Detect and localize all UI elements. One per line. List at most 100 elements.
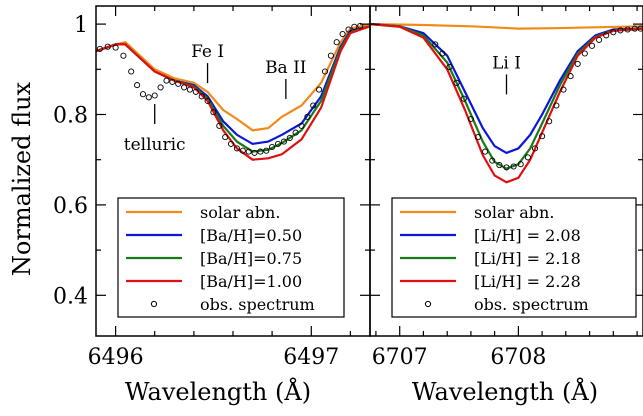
- obs-point-li: [637, 25, 643, 32]
- legend-swatch-marker: [150, 300, 158, 308]
- legend-label: [Li/H] = 2.18: [474, 249, 581, 268]
- y-axis-title: Normalized flux: [8, 81, 36, 276]
- annotation-fe-i: Fe I: [191, 42, 224, 62]
- obs-point-li: [439, 50, 446, 57]
- obs-point-ba: [222, 134, 229, 141]
- obs-point-ba: [120, 52, 127, 59]
- obs-point-li: [446, 63, 453, 71]
- annotation-ba-ii: Ba II: [265, 58, 306, 78]
- x-axis-title-li: Wavelength (Å): [412, 377, 598, 406]
- obs-point-ba: [112, 44, 119, 51]
- obs-point-li: [631, 25, 638, 32]
- obs-point-ba: [204, 97, 211, 104]
- plot-frame-li: [369, 5, 643, 337]
- obs-point-li: [539, 133, 546, 140]
- panel-ba: 6496 6497 1 0.8 0.6 0.4 Fe I Ba II telluric solar…: [53, 5, 371, 370]
- obs-point-ba: [327, 52, 334, 59]
- y-tick-label: 0.4: [53, 284, 88, 309]
- obs-point-ba: [134, 82, 141, 89]
- obs-point-ba: [292, 129, 299, 136]
- obs-point-ba: [210, 109, 217, 116]
- plot-area-ba: [96, 22, 370, 161]
- x-tick-label-li: 6708: [490, 345, 546, 370]
- obs-point-li: [531, 145, 539, 152]
- obs-point-li: [453, 79, 460, 86]
- annotation-telluric: telluric: [124, 135, 186, 155]
- x-tick-label-ba: 6497: [283, 345, 339, 370]
- obs-point-ba: [192, 88, 199, 95]
- series-line-li-2: [370, 23, 643, 170]
- obs-point-li: [474, 134, 482, 141]
- series-line-ba-0: [96, 23, 370, 132]
- obs-point-ba: [351, 23, 358, 30]
- obs-point-li: [617, 27, 624, 34]
- obs-point-ba: [227, 140, 235, 147]
- obs-point-ba: [233, 145, 240, 152]
- legend-label: obs. spectrum: [200, 295, 315, 314]
- series-line-li-3: [370, 23, 643, 184]
- series-line-li-0: [370, 23, 643, 30]
- obs-point-ba: [263, 147, 270, 154]
- legend-label: solar abn.: [474, 203, 554, 222]
- legend-swatch-marker: [424, 300, 432, 308]
- obs-point-li: [517, 161, 524, 168]
- obs-point-ba: [298, 122, 305, 129]
- obs-point-ba: [175, 80, 182, 87]
- obs-point-li: [567, 73, 574, 80]
- obs-point-ba: [257, 148, 264, 155]
- obs-point-ba: [169, 78, 176, 85]
- obs-point-ba: [345, 26, 352, 33]
- obs-point-li: [496, 162, 503, 169]
- obs-point-li: [460, 95, 467, 102]
- legend-label: [Li/H] = 2.28: [474, 272, 581, 291]
- series-line-ba-3: [96, 25, 370, 161]
- obs-point-li: [574, 60, 581, 67]
- obs-point-ba: [139, 91, 147, 98]
- obs-point-ba: [181, 84, 188, 91]
- obs-point-li: [553, 102, 560, 109]
- obs-point-li: [489, 157, 496, 164]
- legend-label: obs. spectrum: [474, 295, 589, 314]
- obs-point-ba: [145, 94, 152, 101]
- y-tick-label: 1: [74, 13, 88, 38]
- obs-point-li: [581, 50, 588, 57]
- legend-li: solar abn. [Li/H] = 2.08 [Li/H] = 2.18 [Li/…: [391, 197, 637, 318]
- obs-point-ba: [151, 92, 158, 99]
- obs-point-ba: [198, 93, 205, 100]
- legend-ba: solar abn. [Ba/H]=0.50 [Ba/H]=0.75 [Ba/H]=1…: [117, 197, 345, 318]
- panel-li: 6707 6708 Li I solar abn. [Li/H] = 2.08 [Li/H…: [369, 5, 643, 370]
- obs-point-ba: [339, 30, 346, 38]
- obs-point-ba: [280, 138, 287, 145]
- plot-area-li: [370, 23, 643, 184]
- obs-point-ba: [163, 77, 170, 84]
- legend-label: [Li/H] = 2.08: [474, 226, 581, 245]
- obs-point-ba: [104, 43, 111, 50]
- obs-point-li: [624, 26, 631, 33]
- obs-point-ba: [304, 113, 311, 120]
- obs-point-li: [610, 29, 617, 36]
- obs-point-ba: [269, 143, 276, 151]
- y-tick-label: 0.6: [53, 194, 88, 219]
- obs-point-ba: [128, 68, 135, 75]
- legend-label: [Ba/H]=0.50: [200, 226, 302, 245]
- obs-point-li: [432, 41, 439, 48]
- series-line-ba-2: [96, 25, 370, 153]
- obs-point-li: [482, 148, 489, 155]
- obs-point-ba: [316, 86, 323, 93]
- obs-point-li: [503, 164, 510, 171]
- x-tick-label-li: 6707: [372, 345, 428, 370]
- obs-point-ba: [245, 148, 252, 155]
- annotation-li-i: Li I: [492, 53, 521, 73]
- obs-point-li: [510, 163, 517, 170]
- obs-point-ba: [321, 68, 329, 75]
- obs-point-li: [546, 118, 553, 125]
- obs-point-ba: [216, 122, 223, 129]
- obs-point-ba: [251, 149, 258, 156]
- y-tick-label: 0.8: [53, 104, 88, 129]
- obs-point-ba: [274, 140, 282, 147]
- obs-point-ba: [333, 39, 340, 46]
- obs-point-ba: [157, 84, 164, 91]
- obs-point-li: [588, 42, 596, 49]
- obs-point-ba: [96, 45, 103, 52]
